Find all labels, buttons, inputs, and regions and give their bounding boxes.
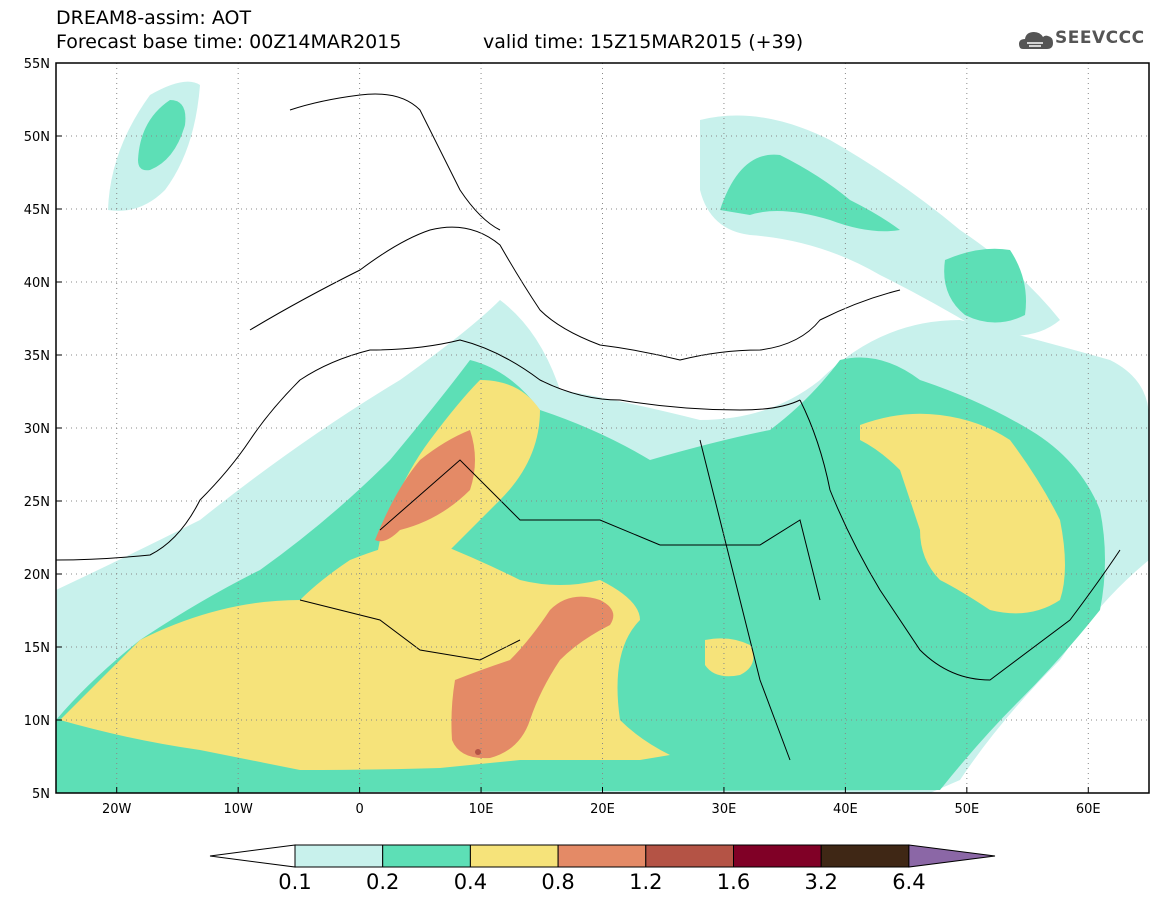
- lon-tick-label: 60E: [1076, 802, 1101, 817]
- lat-tick-label: 15N: [24, 641, 50, 656]
- logo-text: SEEVCCC: [1055, 28, 1145, 48]
- lat-tick-label: 45N: [24, 203, 50, 218]
- coastlines: [56, 93, 1121, 761]
- colorbar-label: 3.2: [804, 870, 838, 894]
- aot-1.2-field: [475, 749, 481, 755]
- cloud-icon: [1019, 32, 1053, 49]
- lon-tick-label: 20E: [590, 802, 615, 817]
- lon-tick-label: 10W: [223, 802, 253, 817]
- colorbar-segment: [557, 844, 647, 868]
- colorbar-segment: [820, 844, 910, 868]
- lon-axis: 20W 10W 0 10E 20E 30E 40E 50E 60E: [102, 787, 1101, 817]
- colorbar: [209, 844, 996, 868]
- colorbar-label: 1.2: [629, 870, 663, 894]
- lon-tick-label: 0: [355, 802, 363, 817]
- colorbar-label: 0.1: [278, 870, 312, 894]
- lon-tick-label: 10E: [469, 802, 494, 817]
- lat-tick-label: 20N: [24, 568, 50, 583]
- lat-tick-label: 50N: [24, 130, 50, 145]
- colorbar-label: 6.4: [892, 870, 926, 894]
- colorbar-segment: [382, 844, 471, 868]
- lat-tick-label: 25N: [24, 495, 50, 510]
- colorbar-label: 1.6: [716, 870, 751, 894]
- colorbar-min-arrow: [209, 844, 296, 868]
- lat-tick-label: 30N: [24, 422, 50, 437]
- lon-tick-label: 30E: [712, 802, 737, 817]
- lat-tick-label: 35N: [24, 349, 50, 364]
- lat-axis: 55N 50N 45N 40N 35N 30N 25N 20N 15N 10N 5N: [24, 57, 62, 802]
- valid-time: valid time: 15Z15MAR2015 (+39): [483, 31, 804, 53]
- lon-tick-label: 40E: [833, 802, 858, 817]
- lon-tick-label: 50E: [954, 802, 979, 817]
- title-line-2: Forecast base time: 00Z14MAR2015: [56, 31, 402, 53]
- lat-tick-label: 40N: [24, 276, 50, 291]
- lon-tick-label: 20W: [102, 802, 132, 817]
- colorbar-segment: [645, 844, 734, 868]
- colorbar-label: 0.2: [365, 870, 400, 894]
- title-line-1: DREAM8-assim: AOT: [56, 7, 252, 29]
- lat-tick-label: 10N: [24, 714, 50, 729]
- lat-tick-label: 5N: [32, 787, 50, 802]
- aot-0.8-field: [375, 430, 614, 759]
- colorbar-max-arrow: [908, 844, 996, 868]
- colorbar-segment: [294, 844, 384, 868]
- colorbar-segment: [469, 844, 559, 868]
- colorbar-label: 0.8: [541, 870, 575, 894]
- colorbar-label: 0.4: [453, 870, 488, 894]
- aot-fields: [56, 81, 1149, 793]
- lat-tick-label: 55N: [24, 57, 50, 72]
- colorbar-segment: [733, 844, 822, 868]
- grid-lines: [56, 63, 1149, 793]
